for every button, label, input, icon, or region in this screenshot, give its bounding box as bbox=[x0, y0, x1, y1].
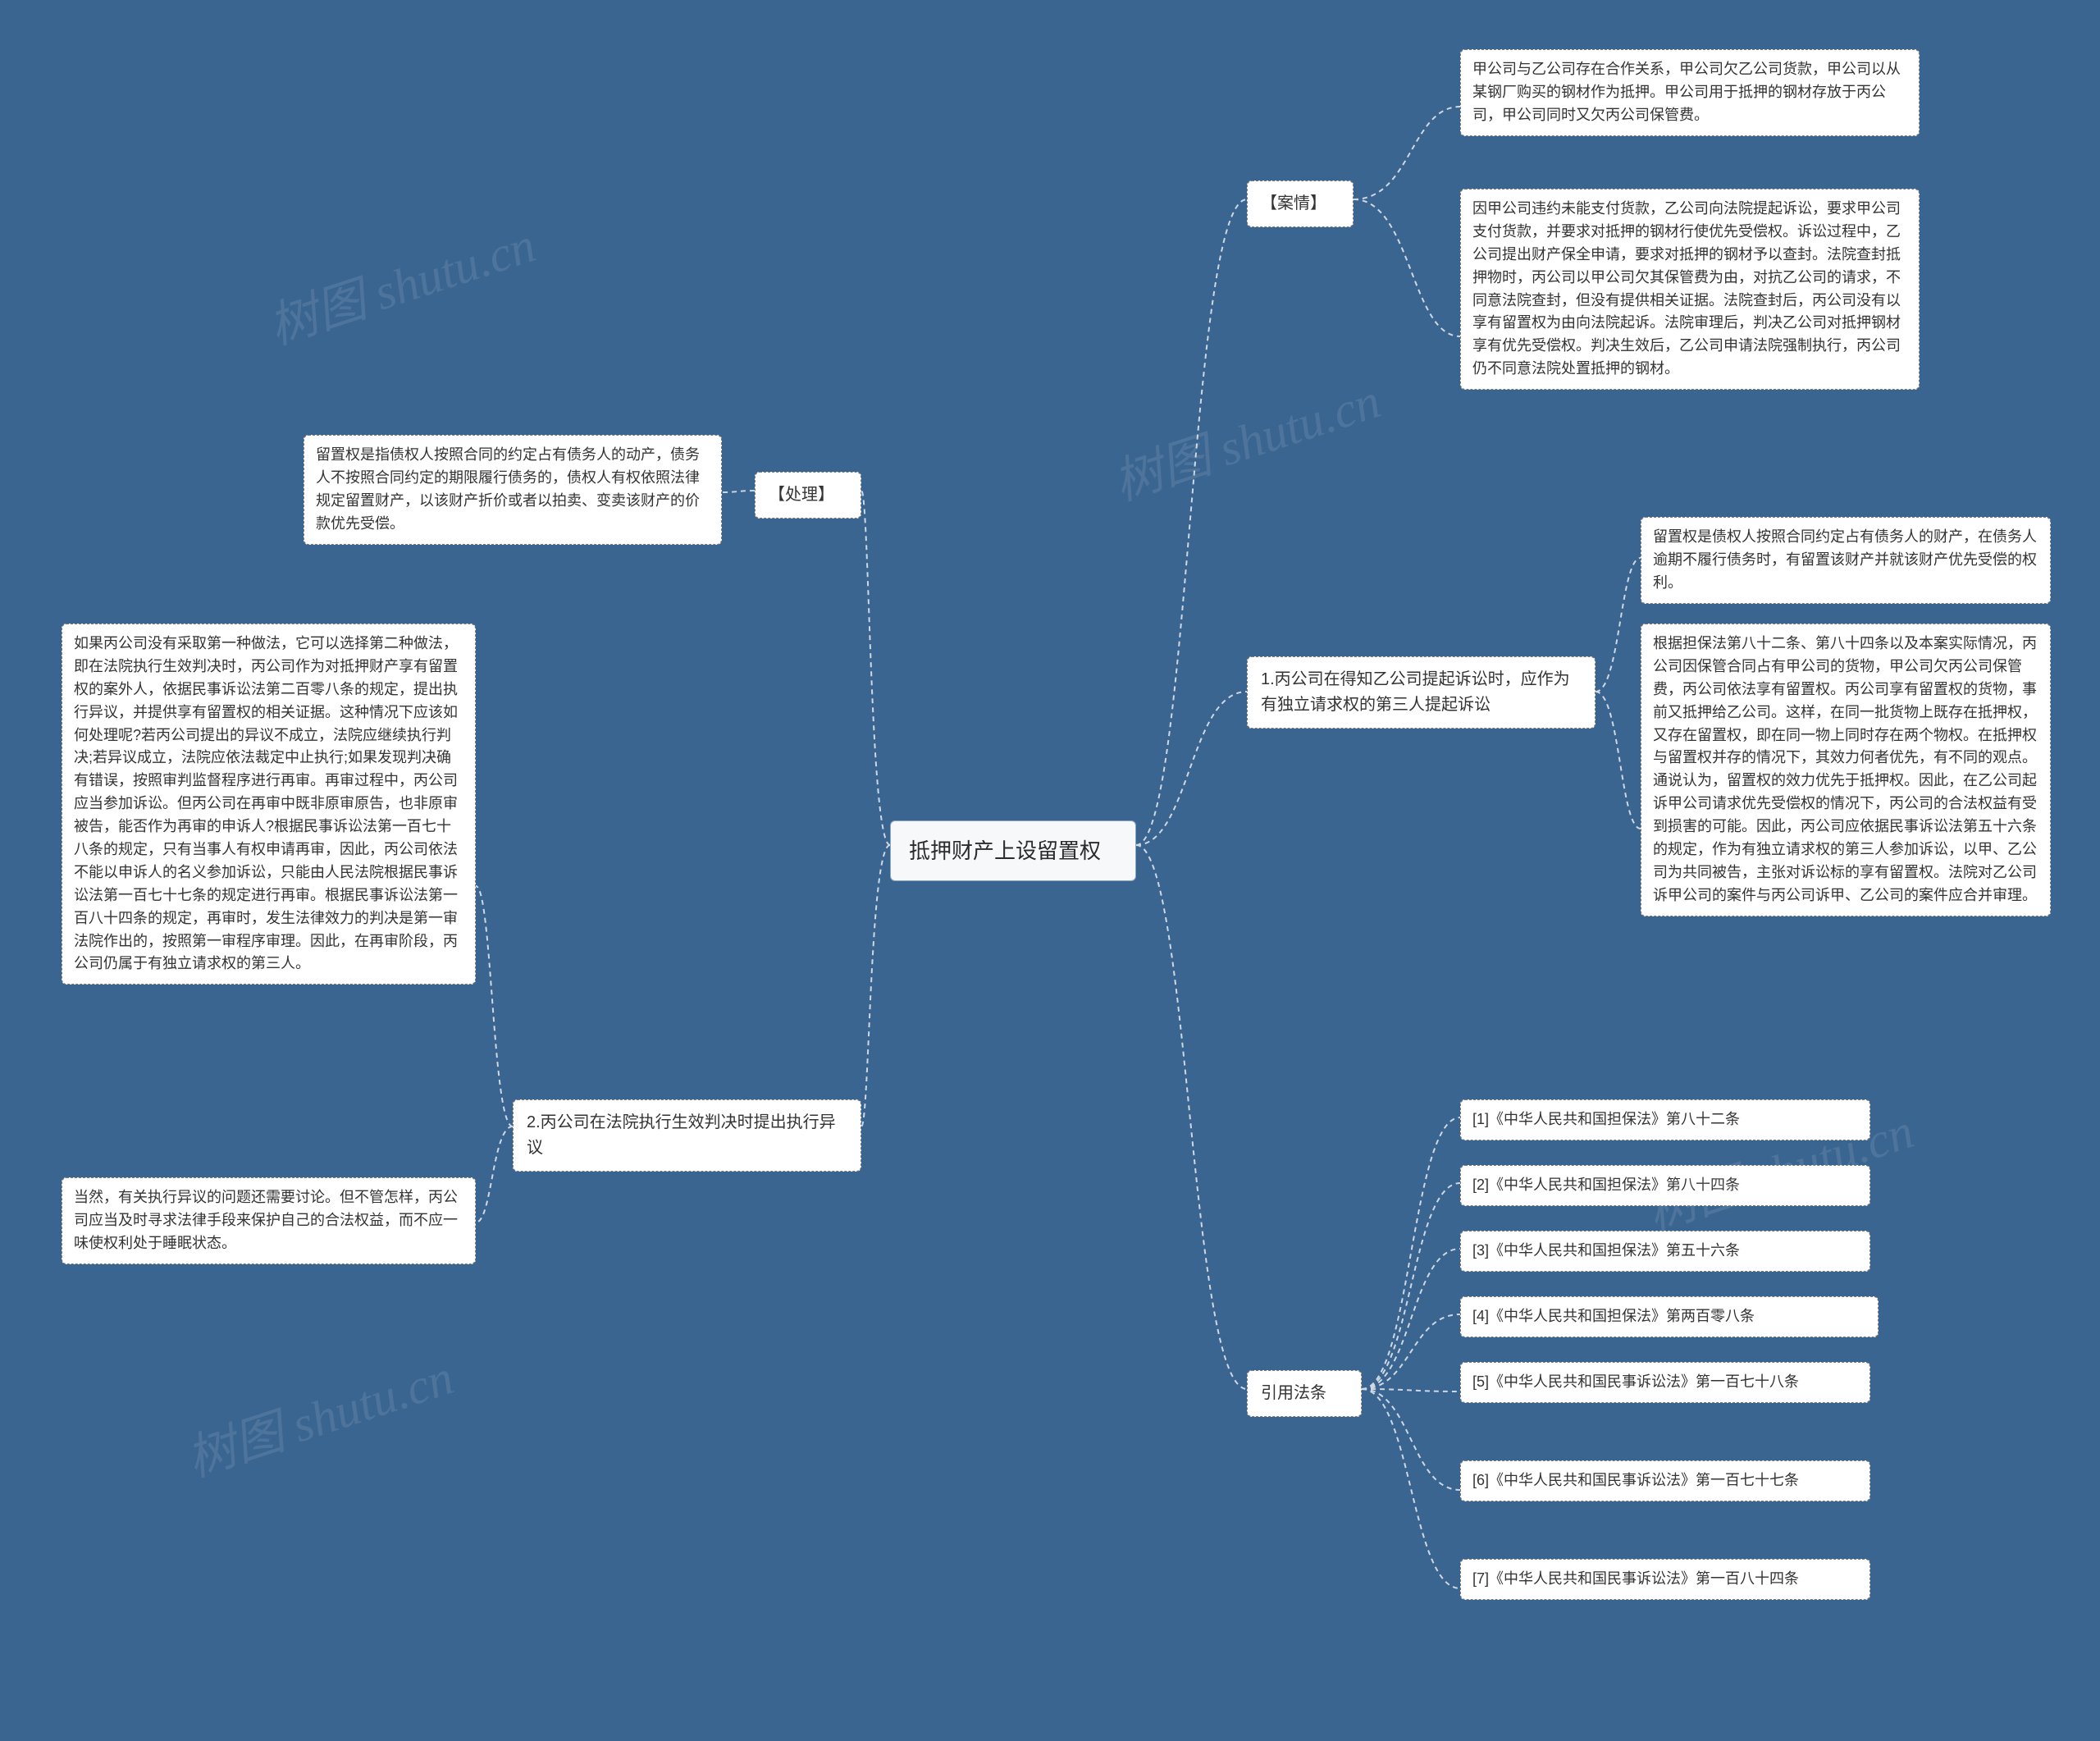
watermark: 树图 shutu.cn bbox=[1103, 361, 1388, 514]
center-node: 抵押财产上设留置权 bbox=[890, 820, 1136, 881]
leaf-third-party-1: 根据担保法第八十二条、第八十四条以及本案实际情况，丙公司因保管合同占有甲公司的货… bbox=[1641, 624, 2051, 916]
leaf-case-0-text: 甲公司与乙公司存在合作关系，甲公司欠乙公司货款，甲公司以从某钢厂购买的钢材作为抵… bbox=[1472, 61, 1901, 123]
leaf-objection-0: 如果丙公司没有采取第一种做法，它可以选择第二种做法，即在法院执行生效判决时，丙公… bbox=[62, 624, 476, 985]
leaf-objection-1-text: 当然，有关执行异议的问题还需要讨论。但不管怎样，丙公司应当及时寻求法律手段来保护… bbox=[74, 1189, 458, 1251]
branch-third-party: 1.丙公司在得知乙公司提起诉讼时，应作为有独立请求权的第三人提起诉讼 bbox=[1247, 656, 1596, 729]
leaf-third-party-0: 留置权是债权人按照合同约定占有债务人的财产，在债务人逾期不履行债务时，有留置该财… bbox=[1641, 517, 2051, 604]
leaf-cited-4: [5]《中华人民共和国民事诉讼法》第一百七十八条 bbox=[1460, 1362, 1870, 1403]
branch-cited: 引用法条 bbox=[1247, 1370, 1362, 1417]
leaf-cited-3: [4]《中华人民共和国担保法》第两百零八条 bbox=[1460, 1296, 1879, 1337]
leaf-objection-1: 当然，有关执行异议的问题还需要讨论。但不管怎样，丙公司应当及时寻求法律手段来保护… bbox=[62, 1177, 476, 1264]
branch-cited-label: 引用法条 bbox=[1261, 1384, 1326, 1402]
leaf-third-party-0-text: 留置权是债权人按照合同约定占有债务人的财产，在债务人逾期不履行债务时，有留置该财… bbox=[1653, 528, 2037, 591]
branch-third-party-label: 1.丙公司在得知乙公司提起诉讼时，应作为有独立请求权的第三人提起诉讼 bbox=[1261, 670, 1570, 714]
branch-objection: 2.丙公司在法院执行生效判决时提出执行异议 bbox=[513, 1099, 861, 1172]
leaf-cited-4-text: [5]《中华人民共和国民事诉讼法》第一百七十八条 bbox=[1472, 1373, 1799, 1390]
leaf-cited-0-text: [1]《中华人民共和国担保法》第八十二条 bbox=[1472, 1111, 1740, 1127]
leaf-cited-2-text: [3]《中华人民共和国担保法》第五十六条 bbox=[1472, 1242, 1740, 1259]
leaf-objection-0-text: 如果丙公司没有采取第一种做法，它可以选择第二种做法，即在法院执行生效判决时，丙公… bbox=[74, 635, 458, 971]
leaf-cited-6-text: [7]《中华人民共和国民事诉讼法》第一百八十四条 bbox=[1472, 1570, 1799, 1587]
branch-handling: 【处理】 bbox=[755, 472, 861, 519]
branch-objection-label: 2.丙公司在法院执行生效判决时提出执行异议 bbox=[527, 1113, 836, 1157]
leaf-cited-5-text: [6]《中华人民共和国民事诉讼法》第一百七十七条 bbox=[1472, 1472, 1799, 1488]
leaf-cited-0: [1]《中华人民共和国担保法》第八十二条 bbox=[1460, 1099, 1870, 1140]
leaf-cited-1-text: [2]《中华人民共和国担保法》第八十四条 bbox=[1472, 1177, 1740, 1193]
center-text: 抵押财产上设留置权 bbox=[909, 839, 1101, 863]
leaf-cited-2: [3]《中华人民共和国担保法》第五十六条 bbox=[1460, 1231, 1870, 1272]
leaf-cited-6: [7]《中华人民共和国民事诉讼法》第一百八十四条 bbox=[1460, 1559, 1870, 1600]
leaf-cited-3-text: [4]《中华人民共和国担保法》第两百零八条 bbox=[1472, 1308, 1755, 1324]
leaf-case-0: 甲公司与乙公司存在合作关系，甲公司欠乙公司货款，甲公司以从某钢厂购买的钢材作为抵… bbox=[1460, 49, 1920, 136]
leaf-handling-0: 留置权是指债权人按照合同的约定占有债务人的动产，债务人不按照合同约定的期限履行债… bbox=[304, 435, 722, 545]
watermark: 树图 shutu.cn bbox=[258, 205, 543, 359]
branch-case: 【案情】 bbox=[1247, 180, 1354, 227]
leaf-handling-0-text: 留置权是指债权人按照合同的约定占有债务人的动产，债务人不按照合同约定的期限履行债… bbox=[316, 446, 700, 532]
leaf-cited-1: [2]《中华人民共和国担保法》第八十四条 bbox=[1460, 1165, 1870, 1206]
leaf-case-1: 因甲公司违约未能支付货款，乙公司向法院提起诉讼，要求甲公司支付货款，并要求对抵押… bbox=[1460, 189, 1920, 390]
leaf-third-party-1-text: 根据担保法第八十二条、第八十四条以及本案实际情况，丙公司因保管合同占有甲公司的货… bbox=[1653, 635, 2037, 903]
leaf-case-1-text: 因甲公司违约未能支付货款，乙公司向法院提起诉讼，要求甲公司支付货款，并要求对抵押… bbox=[1472, 200, 1901, 377]
branch-case-label: 【案情】 bbox=[1261, 194, 1326, 212]
leaf-cited-5: [6]《中华人民共和国民事诉讼法》第一百七十七条 bbox=[1460, 1460, 1870, 1501]
branch-handling-label: 【处理】 bbox=[769, 486, 834, 504]
watermark: 树图 shutu.cn bbox=[176, 1337, 461, 1491]
